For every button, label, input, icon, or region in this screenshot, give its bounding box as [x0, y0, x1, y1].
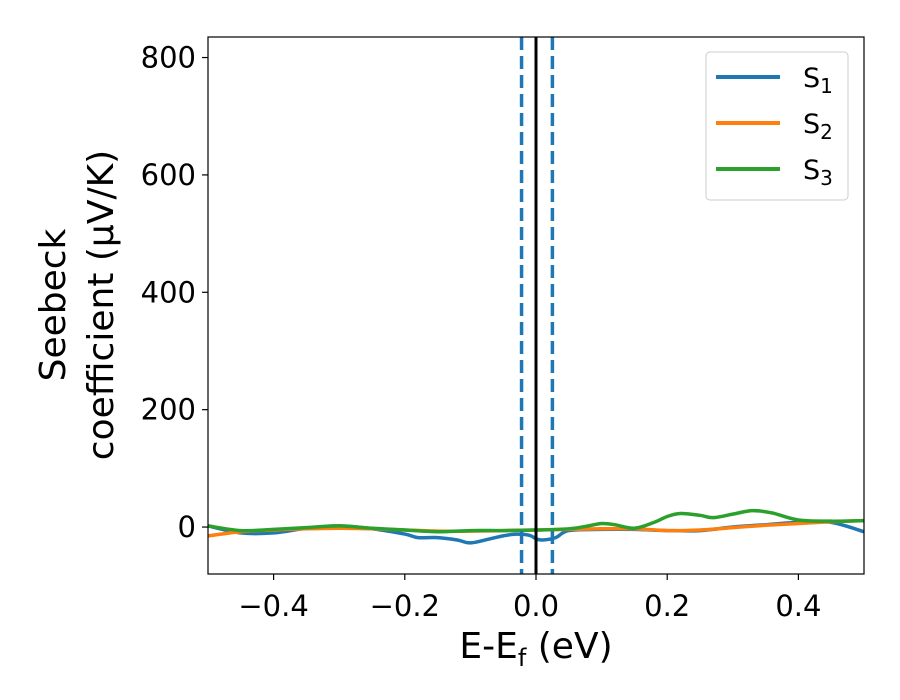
x-axis-ticks: −0.4 −0.2 0.0 0.2 0.4	[238, 574, 821, 623]
x-tick-label: 0.4	[775, 589, 821, 623]
legend-box	[705, 51, 849, 201]
legend-label-s3: S3	[803, 155, 833, 190]
y-tick-label: 800	[141, 41, 196, 75]
x-axis-title-subscript: f	[518, 644, 527, 672]
legend: S1 S2 S3	[705, 51, 849, 201]
x-tick-label: 0.0	[513, 589, 559, 623]
legend-label-s2: S2	[803, 109, 833, 144]
y-tick-label: 0	[178, 510, 196, 544]
y-axis-ticks: 0 200 400 600 800	[141, 41, 208, 544]
x-axis-title: E-Ef (eV)	[459, 626, 612, 672]
x-tick-label: 0.2	[644, 589, 690, 623]
y-tick-label: 400	[141, 275, 196, 309]
x-tick-label: −0.2	[370, 589, 440, 623]
series-line-s3	[208, 508, 864, 534]
y-tick-label: 600	[141, 158, 196, 192]
y-axis-title-line1: Seebeck	[33, 228, 74, 381]
legend-label-s1: S1	[803, 63, 833, 98]
y-axis-title-line2: coefficient (μV/K)	[81, 150, 122, 460]
x-tick-label: −0.4	[238, 589, 308, 623]
reference-lines	[519, 37, 555, 574]
y-tick-label: 200	[141, 393, 196, 427]
